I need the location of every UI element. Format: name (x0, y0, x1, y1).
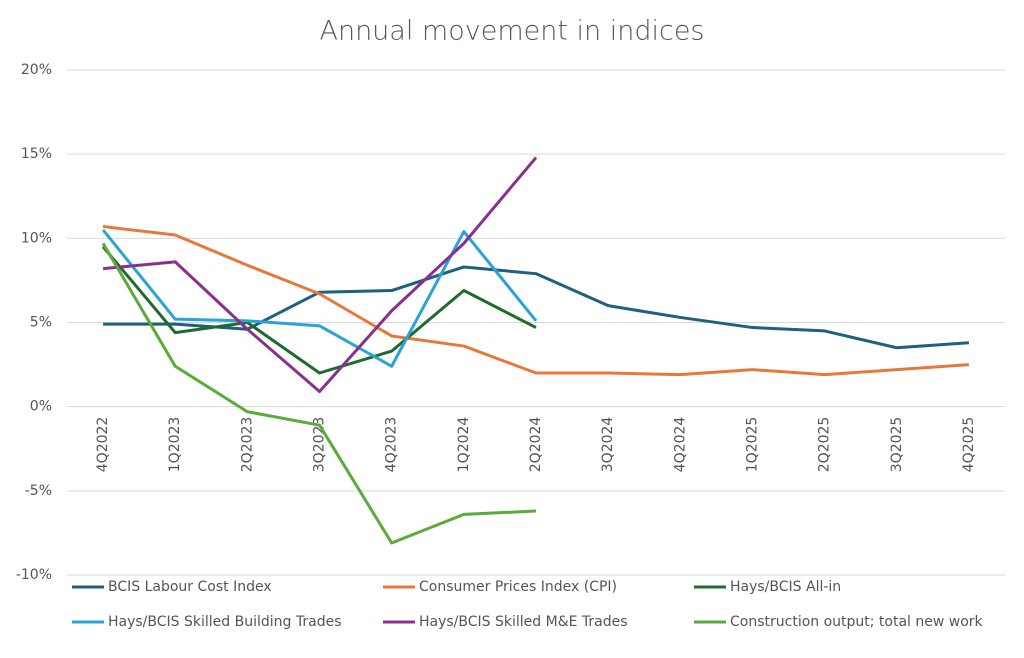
y-tick-label: 10% (21, 230, 52, 246)
series-line (101, 228, 538, 368)
series-line (102, 156, 538, 394)
legend-label: BCIS Labour Cost Index (108, 579, 272, 595)
x-tick-label: 2Q2024 (528, 417, 544, 473)
legend-label: Construction output; total new work (730, 614, 984, 630)
legend-label: Hays/BCIS Skilled Building Trades (108, 614, 341, 630)
x-tick-label: 4Q2024 (672, 417, 688, 473)
y-tick-label: -10% (16, 567, 52, 583)
series-line (103, 265, 970, 350)
x-tick-label: 2Q2023 (239, 417, 255, 473)
x-tick-label: 3Q2025 (889, 417, 905, 473)
x-tick-label: 1Q2024 (456, 417, 472, 473)
y-tick-label: 15% (21, 146, 52, 162)
x-tick-label: 4Q2025 (961, 417, 977, 473)
x-tick-label: 1Q2023 (167, 417, 183, 473)
series-line (101, 245, 537, 375)
x-tick-label: 2Q2025 (817, 417, 833, 473)
legend-label: Consumer Prices Index (CPI) (419, 579, 617, 595)
series-line (101, 242, 537, 545)
x-tick-label: 3Q2024 (600, 417, 616, 473)
x-tick-label: 4Q2023 (384, 417, 400, 473)
legend-label: Hays/BCIS Skilled M&E Trades (419, 614, 628, 630)
y-tick-label: -5% (25, 483, 52, 499)
x-tick-label: 4Q2022 (95, 417, 111, 473)
chart-title: Annual movement in indices (319, 16, 704, 47)
y-tick-label: 0% (30, 399, 52, 415)
y-tick-label: 20% (21, 62, 52, 78)
series-line (102, 225, 970, 377)
x-tick-label: 1Q2025 (744, 417, 760, 473)
y-tick-label: 5% (30, 315, 52, 331)
legend-label: Hays/BCIS All-in (730, 579, 841, 595)
